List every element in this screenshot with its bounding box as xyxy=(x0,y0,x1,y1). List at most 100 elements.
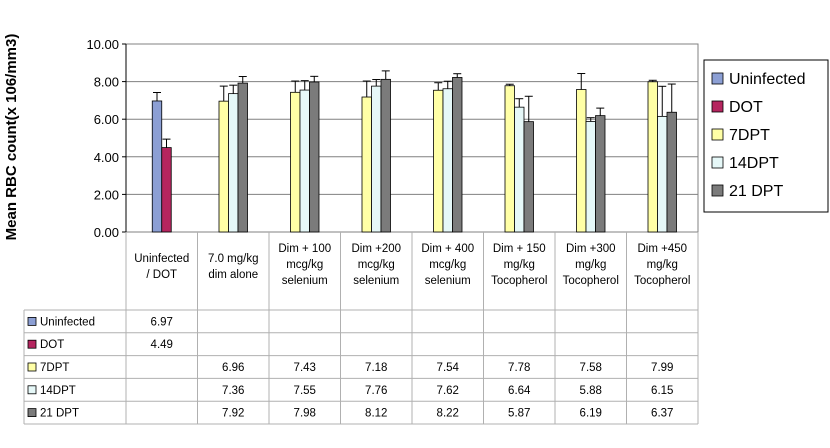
category-label: selenium xyxy=(282,275,328,287)
table-cell: 7.78 xyxy=(508,362,530,374)
bar-14dpt xyxy=(657,115,668,233)
y-axis-label: Mean RBC count(x 106/mm3) xyxy=(3,34,20,241)
table-cell: 6.96 xyxy=(222,362,244,374)
category-label: Tocopherol xyxy=(634,275,690,287)
table-legend-key xyxy=(27,362,37,372)
category-label: mcg/kg xyxy=(358,259,395,271)
bar-7dpt xyxy=(576,89,587,233)
bar-14dpt xyxy=(228,93,239,233)
table-row-label: 21 DPT xyxy=(40,408,79,420)
bar-7dpt xyxy=(504,85,515,233)
bar-21-dpt xyxy=(523,121,534,233)
table-legend-key xyxy=(27,385,37,395)
table-cell: 7.76 xyxy=(365,385,387,397)
y-tick-label: 2.00 xyxy=(94,187,119,202)
bar-21-dpt xyxy=(452,77,463,233)
bar-series xyxy=(151,77,677,233)
category-label: selenium xyxy=(425,275,471,287)
bar-14dpt xyxy=(585,121,596,233)
table-cell: 6.15 xyxy=(651,385,673,397)
y-tick-label: 8.00 xyxy=(94,75,119,90)
y-tick-label: 4.00 xyxy=(94,150,119,165)
table-row-label: 14DPT xyxy=(40,385,76,397)
legend-swatch xyxy=(711,100,724,113)
table-cell: 7.54 xyxy=(437,362,460,374)
category-label: mcg/kg xyxy=(286,259,323,271)
bar-7dpt xyxy=(647,81,658,233)
plot-frame xyxy=(125,43,699,233)
bar-21-dpt xyxy=(237,82,248,233)
legend-swatch xyxy=(711,128,724,141)
bar-7dpt xyxy=(290,91,301,233)
category-label: Dim +300 xyxy=(566,243,616,255)
bar-14dpt xyxy=(442,88,453,233)
bar-dot xyxy=(161,147,172,233)
category-label: / DOT xyxy=(146,269,177,281)
y-tick-label: 0.00 xyxy=(94,225,119,240)
table-cell: 5.87 xyxy=(508,408,530,420)
table-row-label: 7DPT xyxy=(40,362,69,374)
legend-label: DOT xyxy=(729,99,763,116)
legend-box xyxy=(703,59,829,213)
bar-21-dpt xyxy=(595,115,606,233)
y-tick-label: 10.00 xyxy=(86,37,119,52)
error-bars xyxy=(153,70,676,148)
y-axis-ticks: 0.00 2.00 4.00 6.00 8.00 10.00 xyxy=(86,37,127,240)
table-cell: 6.19 xyxy=(580,408,602,420)
category-label: dim alone xyxy=(208,269,258,281)
bar-uninfected xyxy=(151,100,163,233)
bar-14dpt xyxy=(371,85,382,233)
table-cell: 7.55 xyxy=(294,385,316,397)
table-cell: 8.22 xyxy=(437,408,459,420)
table-cell: 8.12 xyxy=(365,408,387,420)
legend: Uninfected DOT 7DPT 14DPT 21 DPT xyxy=(703,59,829,213)
table-legend-key xyxy=(27,339,37,349)
category-label: mg/kg xyxy=(647,259,678,271)
table-legend-key xyxy=(27,408,37,418)
table-cell: 7.18 xyxy=(365,362,387,374)
table-cell: 7.92 xyxy=(222,408,244,420)
table-row-label: DOT xyxy=(40,339,64,351)
bar-7dpt xyxy=(218,100,229,233)
table-cell: 7.98 xyxy=(294,408,316,420)
legend-label: 21 DPT xyxy=(729,183,783,200)
category-label: Uninfected xyxy=(134,253,189,265)
category-label: Dim + 150 xyxy=(493,243,546,255)
category-label: 7.0 mg/kg xyxy=(208,253,259,265)
table-cell: 7.36 xyxy=(222,385,244,397)
bar-21-dpt xyxy=(666,111,677,233)
legend-label: 7DPT xyxy=(729,127,770,144)
bar-14dpt xyxy=(514,106,525,233)
bar-7dpt xyxy=(433,89,444,233)
table-cell: 4.49 xyxy=(151,339,173,351)
category-label: Tocopherol xyxy=(563,275,619,287)
category-label: Dim + 100 xyxy=(278,243,331,255)
category-label: mg/kg xyxy=(575,259,606,271)
category-label: Dim + 400 xyxy=(421,243,474,255)
category-label: Tocopherol xyxy=(491,275,547,287)
legend-label: 14DPT xyxy=(729,155,779,172)
table-cell: 6.64 xyxy=(508,385,531,397)
data-table: Uninfected / DOT 7.0 mg/kg dim alone Dim + 1… xyxy=(23,232,699,425)
table-cell: 7.62 xyxy=(437,385,459,397)
category-label: mg/kg xyxy=(504,259,535,271)
table-cell: 7.43 xyxy=(294,362,316,374)
table-cell: 6.97 xyxy=(151,316,173,328)
table-cell: 6.37 xyxy=(651,408,673,420)
legend-swatch xyxy=(711,156,724,169)
bar-14dpt xyxy=(299,89,310,233)
bar-21-dpt xyxy=(380,78,391,233)
category-label: Dim +200 xyxy=(351,243,401,255)
table-cell: 7.58 xyxy=(580,362,602,374)
bar-21-dpt xyxy=(309,81,320,233)
legend-swatch xyxy=(711,184,724,197)
category-label: selenium xyxy=(353,275,399,287)
category-label: mcg/kg xyxy=(429,259,466,271)
category-label: Dim +450 xyxy=(637,243,687,255)
bar-7dpt xyxy=(361,96,372,233)
table-row-label: Uninfected xyxy=(40,316,95,328)
legend-swatch xyxy=(711,72,724,85)
table-cell: 7.99 xyxy=(651,362,673,374)
